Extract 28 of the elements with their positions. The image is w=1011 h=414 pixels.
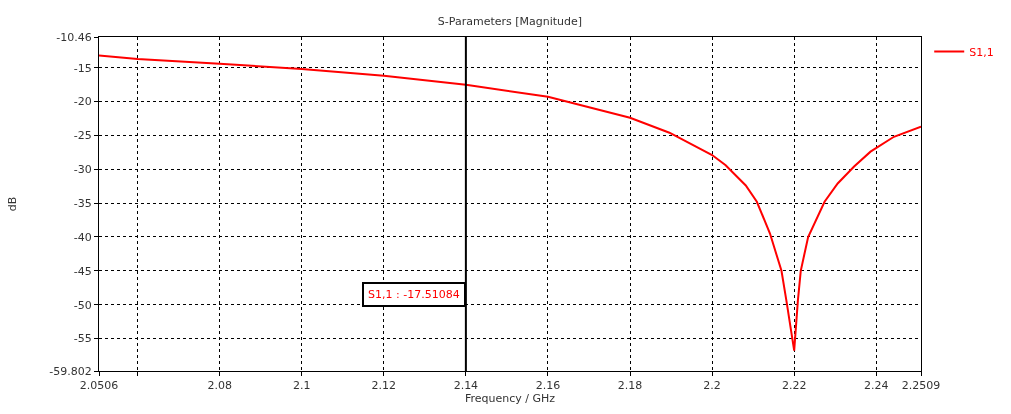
chart-title: S-Parameters [Magnitude]: [437, 15, 583, 28]
y-tick-label: -20: [73, 95, 92, 109]
x-axis-title: Frequency / GHz: [464, 392, 556, 406]
y-tick-label: -35: [73, 196, 92, 210]
y-tick-label: -45: [73, 264, 92, 278]
x-tick-label: 2.2509: [901, 379, 941, 393]
x-tick-label: 2.22: [781, 379, 807, 393]
y-axis-title: dB: [5, 196, 19, 212]
x-tick-label: 2.18: [617, 379, 643, 393]
y-tick-label: -10.46: [56, 30, 92, 44]
y-tick-label: -40: [73, 230, 92, 244]
x-tick-label: 2.12: [371, 379, 397, 393]
y-tick-label: -50: [73, 298, 92, 312]
annotation: S1,1 : -17.51084: [368, 288, 460, 301]
x-tick-label: 2.1: [292, 379, 311, 393]
y-tick-label: -15: [73, 61, 92, 75]
legend-label: S1,1: [969, 45, 994, 59]
x-tick-label: 2.0506: [79, 379, 119, 393]
y-tick-label: -59.802: [49, 364, 92, 378]
line-series: [99, 54, 921, 352]
x-tick-label: 2.08: [207, 379, 232, 393]
x-tick-label: 2.24: [864, 379, 889, 393]
y-tick-label: -25: [73, 129, 92, 143]
y-tick-label: -55: [73, 332, 92, 346]
x-tick-label: 2.14: [453, 379, 479, 393]
x-tick-label: 2.16: [535, 379, 561, 393]
y-tick-label: -30: [73, 163, 92, 177]
x-tick-label: 2.2: [703, 379, 721, 393]
